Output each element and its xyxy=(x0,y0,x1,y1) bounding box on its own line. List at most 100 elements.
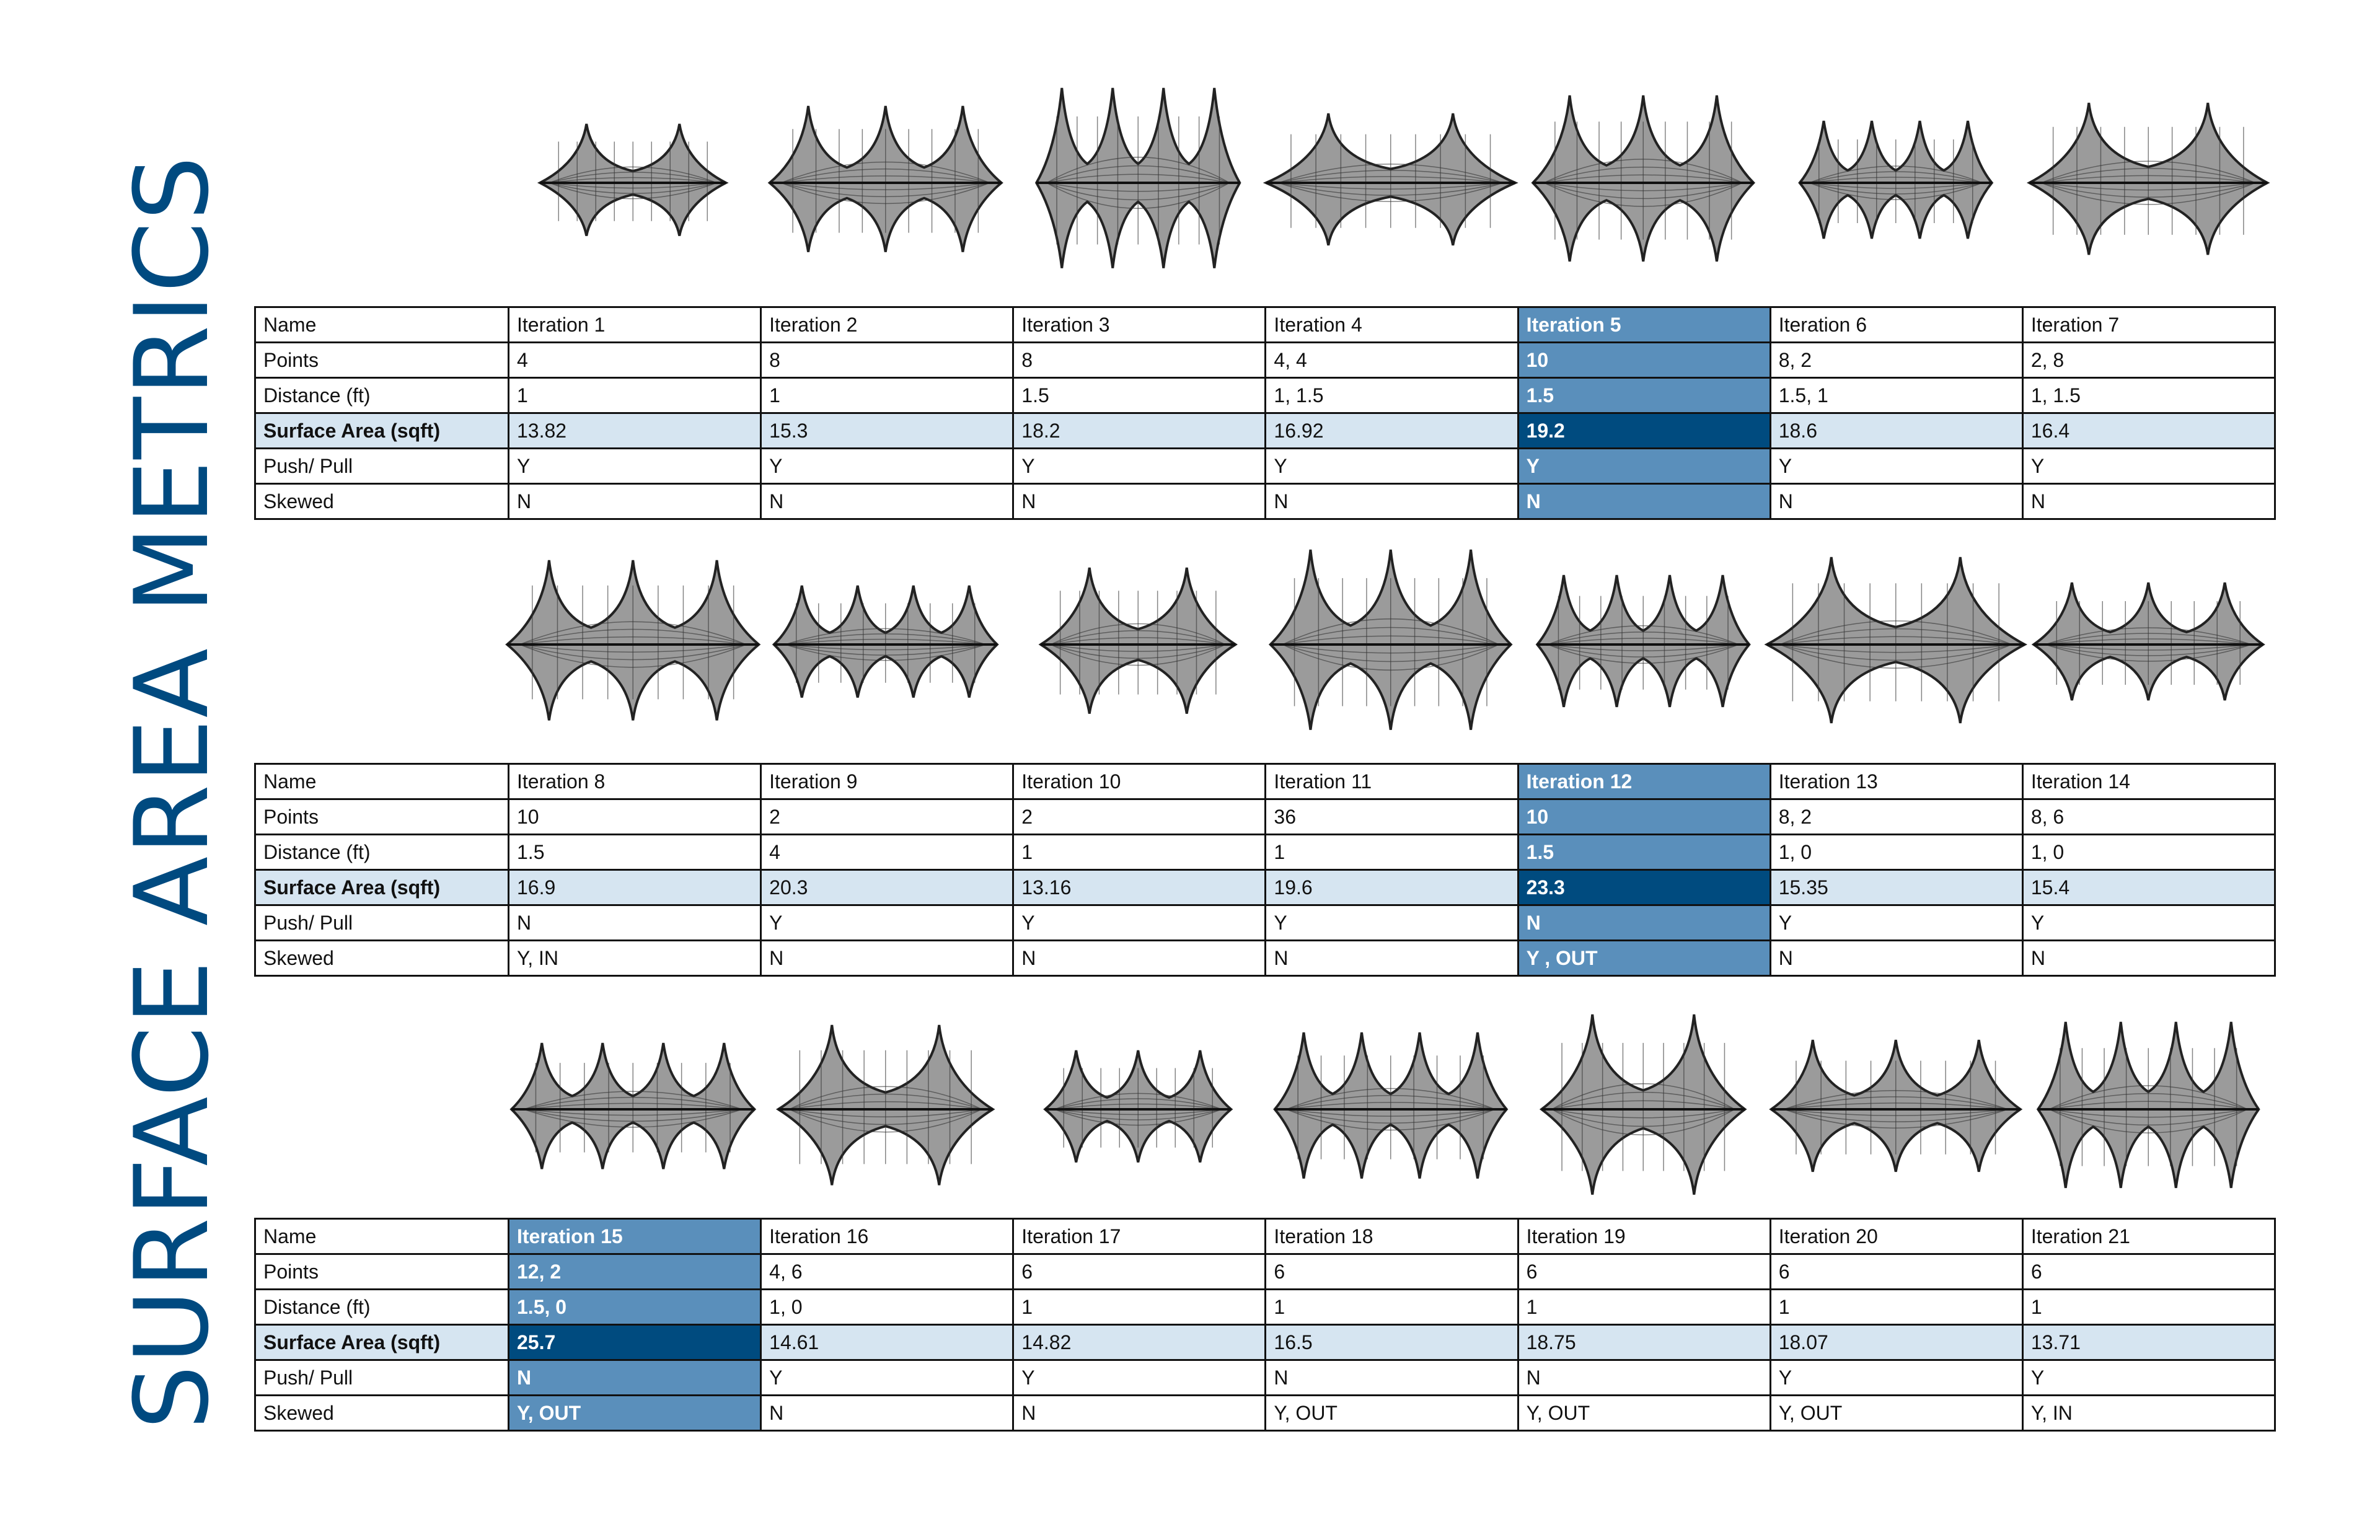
name-row: Name Iteration 15 Iteration 16 Iteration 17… xyxy=(254,1218,2276,1255)
table-cell: Iteration 8 xyxy=(507,763,762,800)
table-cell: Y xyxy=(760,904,1015,941)
tensile-membrane-icon xyxy=(1539,1014,1747,1195)
table-cell: Y xyxy=(1012,904,1267,941)
row-label: Skewed xyxy=(254,1394,509,1432)
tensile-membrane-icon xyxy=(2036,1021,2260,1189)
table-cell: Y xyxy=(1517,447,1771,485)
table-cell: 18.6 xyxy=(1769,412,2024,449)
figure-row-2 xyxy=(254,539,2275,750)
table-cell: Y xyxy=(1769,1359,2024,1396)
table-cell: Y xyxy=(1012,447,1267,485)
skewed-row: Skewed N N N N N N N xyxy=(254,483,2276,520)
table-cell: 25.7 xyxy=(507,1324,762,1361)
table-cell: 18.2 xyxy=(1012,412,1267,449)
row-label: Push/ Pull xyxy=(254,904,509,941)
table-cell: 4, 6 xyxy=(760,1253,1015,1290)
table-cell: Y, IN xyxy=(2021,1394,2276,1432)
tensile-membrane-icon xyxy=(1263,113,1518,246)
figure-row-3 xyxy=(254,1010,2275,1208)
table-cell: Iteration 2 xyxy=(760,306,1015,343)
table-cell: 23.3 xyxy=(1517,869,1771,906)
tensile-membrane-icon xyxy=(2026,102,2270,255)
table-cell: 1 xyxy=(1012,1288,1267,1326)
table-cell: Y xyxy=(507,447,762,485)
table-cell: Y, OUT xyxy=(1769,1394,2024,1432)
table-cell: N xyxy=(1769,939,2024,977)
metrics-table-3: Name Iteration 15 Iteration 16 Iteration 17… xyxy=(254,1218,2276,1432)
table-cell: Iteration 15 xyxy=(507,1218,762,1255)
table-cell: 20.3 xyxy=(760,869,1015,906)
tensile-membrane-icon xyxy=(1535,574,1751,708)
table-cell: Y xyxy=(2021,1359,2276,1396)
table-cell: Iteration 9 xyxy=(760,763,1015,800)
row-label: Surface Area (sqft) xyxy=(254,1324,509,1361)
points-row: Points 10 2 2 36 10 8, 2 8, 6 xyxy=(254,798,2276,835)
surface-area-row: Surface Area (sqft) 16.9 20.3 13.16 19.6 23.3… xyxy=(254,869,2276,906)
row-label: Surface Area (sqft) xyxy=(254,412,509,449)
table-cell: 8, 2 xyxy=(1769,798,2024,835)
tensile-membrane-icon xyxy=(1038,567,1238,714)
table-cell: N xyxy=(760,483,1015,520)
table-cell: 1 xyxy=(507,377,762,414)
row-label: Points xyxy=(254,798,509,835)
table-cell: 1 xyxy=(1769,1288,2024,1326)
figure-row-1 xyxy=(254,77,2275,288)
table-cell: N xyxy=(1012,1394,1267,1432)
table-cell: N xyxy=(1264,939,1519,977)
table-cell: 1.5, 0 xyxy=(507,1288,762,1326)
table-cell: N xyxy=(1517,1359,1771,1396)
table-cell: 1, 0 xyxy=(2021,834,2276,871)
table-cell: 18.07 xyxy=(1769,1324,2024,1361)
tensile-membrane-icon xyxy=(1769,1039,2023,1173)
table-cell: 10 xyxy=(507,798,762,835)
table-cell: 1 xyxy=(1012,834,1267,871)
table-cell: Iteration 12 xyxy=(1517,763,1771,800)
table-cell: 1 xyxy=(2021,1288,2276,1326)
push-pull-row: Push/ Pull N Y Y N N Y Y xyxy=(254,1359,2276,1396)
tensile-membrane-icon xyxy=(1043,1050,1233,1163)
name-row: Name Iteration 1 Iteration 2 Iteration 3 Ite… xyxy=(254,306,2276,343)
table-cell: N xyxy=(1012,483,1267,520)
table-cell: Iteration 17 xyxy=(1012,1218,1267,1255)
row-label: Skewed xyxy=(254,939,509,977)
metrics-table-2: Name Iteration 8 Iteration 9 Iteration 10 It… xyxy=(254,763,2276,977)
table-cell: 15.3 xyxy=(760,412,1015,449)
table-cell: 19.6 xyxy=(1264,869,1519,906)
table-cell: Iteration 13 xyxy=(1769,763,2024,800)
page-title: SURFACE AREA METRICS xyxy=(113,154,231,1430)
skewed-row: Skewed Y, OUT N N Y, OUT Y, OUT Y, OUT Y, IN xyxy=(254,1394,2276,1432)
table-cell: 1, 0 xyxy=(760,1288,1015,1326)
metrics-table-1: Name Iteration 1 Iteration 2 Iteration 3 Ite… xyxy=(254,306,2276,520)
table-cell: N xyxy=(1517,483,1771,520)
table-cell: Y xyxy=(760,1359,1015,1396)
table-cell: N xyxy=(760,939,1015,977)
distance-row: Distance (ft) 1.5 4 1 1 1.5 1, 0 1, 0 xyxy=(254,834,2276,871)
table-cell: Iteration 10 xyxy=(1012,763,1267,800)
table-cell: 1.5 xyxy=(1517,834,1771,871)
table-cell: Y xyxy=(1769,904,2024,941)
table-cell: Iteration 19 xyxy=(1517,1218,1771,1255)
table-cell: 6 xyxy=(1517,1253,1771,1290)
row-label: Name xyxy=(254,763,509,800)
tensile-membrane-icon xyxy=(1034,87,1241,268)
table-cell: 15.35 xyxy=(1769,869,2024,906)
table-cell: Iteration 16 xyxy=(760,1218,1015,1255)
table-cell: 8, 6 xyxy=(2021,798,2276,835)
table-cell: 1 xyxy=(760,377,1015,414)
tensile-membrane-icon xyxy=(1764,557,2028,724)
tensile-membrane-icon xyxy=(772,585,999,698)
table-cell: N xyxy=(2021,939,2276,977)
skewed-row: Skewed Y, IN N N N Y , OUT N N xyxy=(254,939,2276,977)
table-cell: 1, 1.5 xyxy=(1264,377,1519,414)
table-cell: Iteration 3 xyxy=(1012,306,1267,343)
row-label: Points xyxy=(254,1253,509,1290)
table-cell: Y , OUT xyxy=(1517,939,1771,977)
table-cell: 15.4 xyxy=(2021,869,2276,906)
table-cell: N xyxy=(1264,1359,1519,1396)
table-cell: 4, 4 xyxy=(1264,341,1519,379)
table-cell: 16.5 xyxy=(1264,1324,1519,1361)
row-label: Distance (ft) xyxy=(254,1288,509,1326)
table-cell: Y, OUT xyxy=(507,1394,762,1432)
table-cell: 1, 1.5 xyxy=(2021,377,2276,414)
